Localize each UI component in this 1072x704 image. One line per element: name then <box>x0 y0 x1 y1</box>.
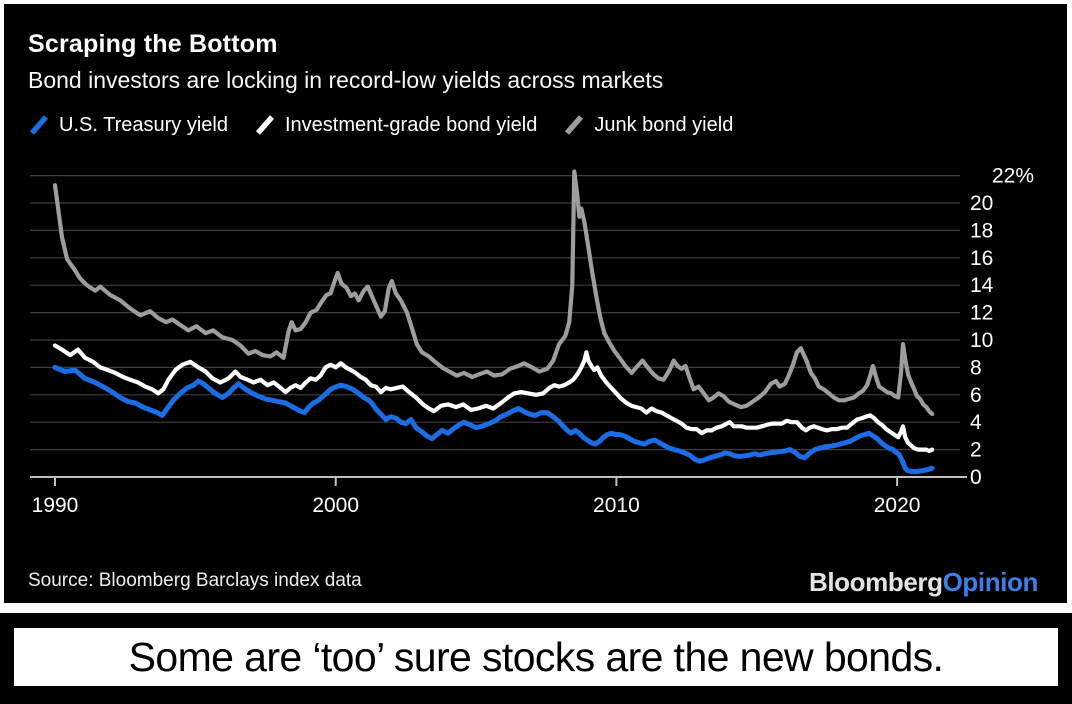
y-tick-label: 10 <box>970 329 993 352</box>
chart-panel: 1990 2000 2010 2020 0 2 4 6 8 10 12 14 16 18 20 22% Scr… <box>4 4 1067 603</box>
legend-label-investment-grade: Investment-grade bond yield <box>284 113 538 136</box>
logo-bloomberg: Bloomberg <box>808 567 943 597</box>
legend-item-treasury: U.S. Treasury yield <box>28 113 228 137</box>
y-tick-label: 16 <box>970 247 993 270</box>
x-tick-label: 1990 <box>32 494 79 517</box>
x-tick-label: 2010 <box>593 494 640 517</box>
chart-subtitle: Bond investors are locking in record-low… <box>28 67 664 93</box>
x-axis: 1990 2000 2010 2020 <box>30 476 967 517</box>
series-u-s-treasury-yield <box>52 364 935 474</box>
bloomberg-opinion-logo: BloombergOpinion <box>809 567 1038 598</box>
y-tick-label: 4 <box>970 411 982 434</box>
y-axis-labels: 0 2 4 6 8 10 12 14 16 18 20 22% <box>970 165 1034 489</box>
logo-opinion: Opinion <box>942 567 1039 597</box>
caption-box: Some are ‘too’ sure stocks are the new b… <box>14 628 1058 686</box>
investment-grade-slash-icon <box>255 115 275 135</box>
legend-item-junk: Junk bond yield <box>563 113 733 137</box>
chart-title: Scraping the Bottom <box>28 30 278 58</box>
gridlines <box>30 175 960 451</box>
y-tick-label: 22% <box>992 165 1034 188</box>
caption-text: Some are ‘too’ sure stocks are the new b… <box>128 633 944 680</box>
series-junk-bond-yield <box>52 169 935 417</box>
caption-band: Some are ‘too’ sure stocks are the new b… <box>0 613 1072 704</box>
y-tick-label: 20 <box>970 192 993 215</box>
y-tick-label: 2 <box>970 439 982 462</box>
y-tick-label: 8 <box>970 356 982 379</box>
x-tick-label: 2000 <box>312 494 359 517</box>
y-tick-label: 6 <box>970 384 982 407</box>
treasury-slash-icon <box>29 115 49 135</box>
legend-label-junk: Junk bond yield <box>594 113 734 136</box>
source-note: Source: Bloomberg Barclays index data <box>28 570 362 591</box>
chart-legend: U.S. Treasury yield Investment-grade bon… <box>28 113 733 137</box>
series-investment-grade-bond-yield <box>52 343 935 454</box>
legend-item-investment-grade: Investment-grade bond yield <box>254 113 537 137</box>
chart-frame: 1990 2000 2010 2020 0 2 4 6 8 10 12 14 16 18 20 22% Scr… <box>0 0 1072 613</box>
y-tick-label: 12 <box>970 302 993 325</box>
y-tick-label: 18 <box>970 219 993 242</box>
legend-label-treasury: U.S. Treasury yield <box>59 113 228 136</box>
y-tick-label: 14 <box>970 274 994 297</box>
junk-slash-icon <box>565 115 584 135</box>
x-tick-label: 2020 <box>874 494 921 517</box>
y-tick-label: 0 <box>970 466 982 489</box>
